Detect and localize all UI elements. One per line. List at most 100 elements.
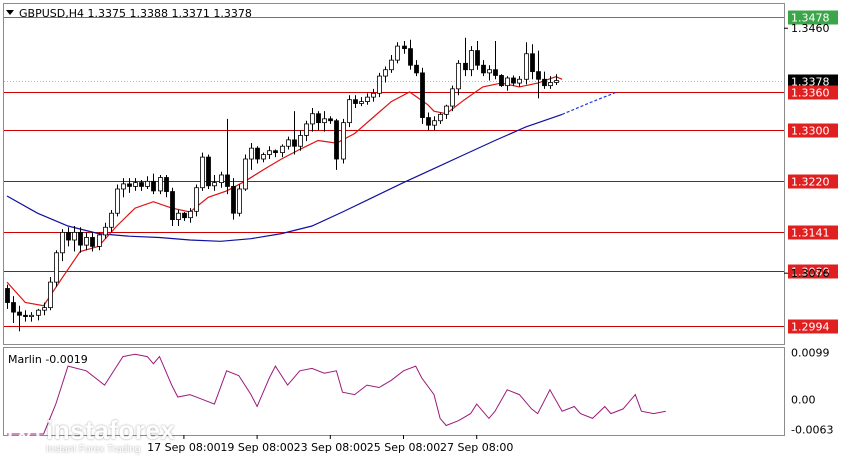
level-label-1.3220: 1.3220 xyxy=(791,176,830,189)
candle-body xyxy=(11,302,16,313)
candle-body xyxy=(109,212,114,228)
level-label-1.3141: 1.3141 xyxy=(791,227,830,240)
candle-body xyxy=(334,120,339,160)
level-label-1.3378: 1.3378 xyxy=(791,76,830,89)
candlesticks xyxy=(5,37,559,332)
candle-body xyxy=(249,147,254,160)
candle-body xyxy=(505,77,510,87)
candle-body xyxy=(456,62,461,90)
marlin-tick-label: -0.0063 xyxy=(791,423,833,436)
price-tick-label: 1.3076 xyxy=(791,267,830,280)
level-label-1.3478: 1.3478 xyxy=(791,12,830,25)
candle-body xyxy=(481,64,486,74)
candle-body xyxy=(255,147,260,160)
level-box-1.3080 xyxy=(788,264,838,279)
candle-body xyxy=(243,158,248,190)
candle-body xyxy=(280,145,285,154)
collapse-triangle-icon[interactable] xyxy=(6,10,14,15)
candle-body xyxy=(499,75,504,87)
candle-body xyxy=(237,188,242,214)
candle-body xyxy=(304,123,309,136)
time-tick-label: 27 Sep 08:00 xyxy=(440,441,513,454)
candle-body xyxy=(97,234,102,247)
candle-body xyxy=(170,191,175,221)
candle-body xyxy=(36,309,41,316)
level-label-1.3300: 1.3300 xyxy=(791,125,830,138)
candle-body xyxy=(103,226,108,236)
ma-slow-projection xyxy=(561,91,618,115)
candle-body xyxy=(164,177,169,192)
candle-body xyxy=(84,237,89,246)
candle-body xyxy=(365,96,370,102)
candle-body xyxy=(182,212,187,219)
level-box-1.3478 xyxy=(788,10,838,25)
candle-body xyxy=(389,59,394,71)
ma-fast-line xyxy=(6,76,563,307)
candle-body xyxy=(524,53,529,80)
candle-body xyxy=(487,69,492,74)
candle-body xyxy=(536,71,541,80)
candle-body xyxy=(444,105,449,115)
candle-body xyxy=(322,118,327,124)
candle-body xyxy=(115,188,120,214)
candle-body xyxy=(353,99,358,104)
candle-body xyxy=(469,50,474,71)
candle-body xyxy=(286,139,291,147)
candle-body xyxy=(66,231,71,241)
time-axis: 17 Sep 08:00 19 Sep 08:00 23 Sep 08:00 25 S… xyxy=(147,435,513,454)
candle-body xyxy=(194,187,199,212)
candle-body xyxy=(231,186,236,214)
candle-body xyxy=(408,48,413,66)
candle-body xyxy=(511,77,516,84)
marlin-tick-label: 0.00 xyxy=(791,393,816,406)
candle-body xyxy=(212,182,217,187)
time-tick-label: 19 Sep 08:00 xyxy=(220,441,293,454)
ma-slow-line xyxy=(6,113,563,242)
candle-body xyxy=(475,50,480,66)
candle-body xyxy=(23,314,28,317)
candle-body xyxy=(60,231,65,254)
candle-body xyxy=(127,183,132,187)
candle-body xyxy=(298,135,303,147)
candle-body xyxy=(377,75,382,94)
symbol-header: GBPUSD,H4 1.3375 1.3388 1.3371 1.3378 xyxy=(19,7,252,20)
time-tick-label: 23 Sep 08:00 xyxy=(294,441,367,454)
candle-body xyxy=(151,180,156,192)
candle-body xyxy=(139,182,144,187)
candle-body xyxy=(267,150,272,155)
candle-body xyxy=(395,45,400,61)
candle-body xyxy=(188,210,193,219)
level-label-1.3080: 1.3080 xyxy=(791,266,830,279)
candle-body xyxy=(450,88,455,107)
candle-body xyxy=(5,288,10,303)
candle-body xyxy=(438,113,443,122)
candle-body xyxy=(72,231,77,241)
candle-body xyxy=(432,120,437,126)
candle-body xyxy=(17,311,22,316)
candle-body xyxy=(347,99,352,124)
candle-body xyxy=(371,92,376,98)
instaforex-logo-icon xyxy=(8,420,40,452)
time-tick-label: 17 Sep 08:00 xyxy=(147,441,220,454)
candle-body xyxy=(158,177,163,192)
candle-body xyxy=(463,62,468,71)
level-label-1.3360: 1.3360 xyxy=(791,87,830,100)
level-box-1.3220 xyxy=(788,174,838,189)
candle-body xyxy=(206,156,211,187)
watermark-tagline: Instant Forex Trading xyxy=(46,444,141,455)
candle-body xyxy=(310,113,315,125)
candle-body xyxy=(273,150,278,154)
candle-body xyxy=(341,122,346,160)
candle-body xyxy=(542,78,547,87)
level-box-1.3378 xyxy=(788,74,838,89)
level-box-1.3300 xyxy=(788,123,838,138)
candle-body xyxy=(420,72,425,118)
candle-body xyxy=(225,174,230,187)
level-label-1.2994: 1.2994 xyxy=(791,321,830,334)
candle-body xyxy=(554,80,559,83)
level-box-1.3141 xyxy=(788,225,838,240)
candle-body xyxy=(328,118,333,122)
candle-body xyxy=(383,69,388,77)
candle-body xyxy=(48,281,53,309)
